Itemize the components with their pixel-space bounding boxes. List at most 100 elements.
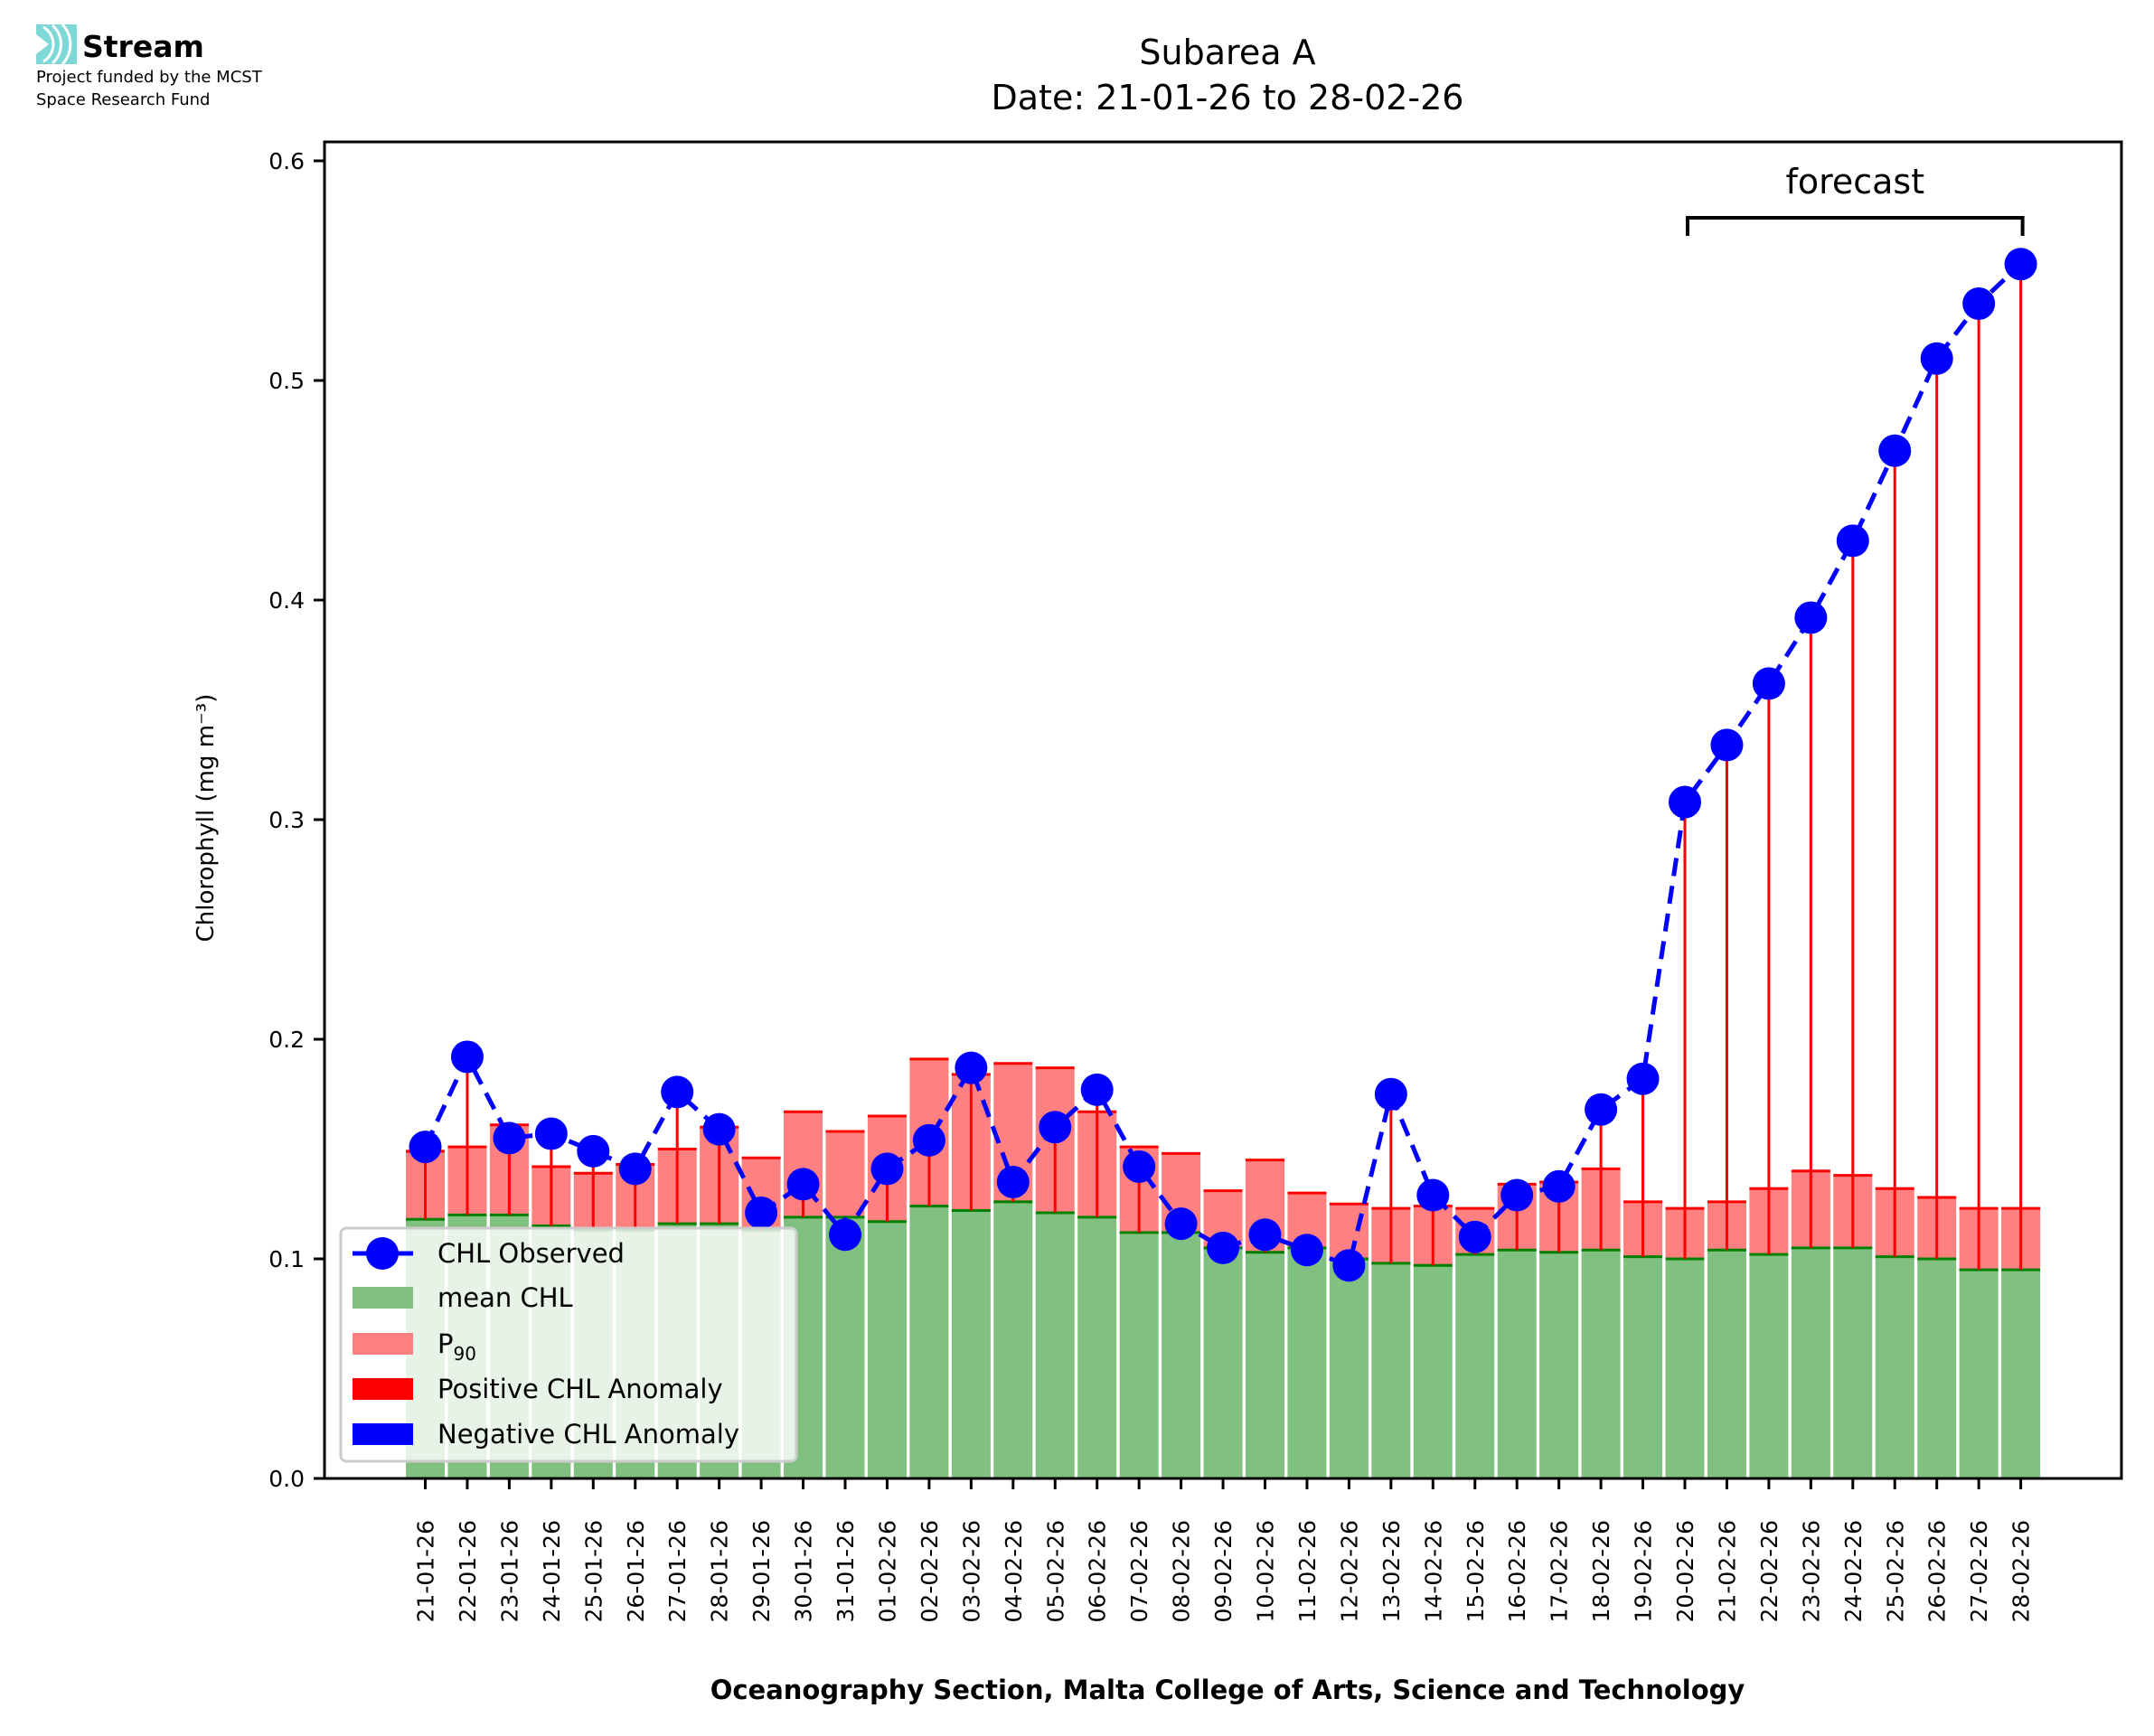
x-tick-label: 01-02-26 [874,1520,900,1622]
anomaly-layer [424,264,2023,1271]
mean-bar [1833,1247,1873,1478]
mean-bar [1791,1247,1830,1478]
observed-point [1669,785,1701,819]
x-tick-label: 28-02-26 [2008,1520,2035,1622]
legend-label-subscript: 90 [454,1343,476,1365]
observed-point [1164,1207,1198,1241]
observed-point [1626,1062,1660,1095]
legend-swatch-icon [353,1423,413,1445]
y-tick-label: 0.3 [268,807,305,833]
x-tick-label: 05-02-26 [1042,1520,1068,1622]
observed-point [912,1123,945,1157]
observed-point [618,1152,652,1186]
logo: Stream Project funded by the MCST Space … [36,23,263,109]
x-tick-label: 06-02-26 [1085,1520,1111,1622]
logo-funding-line1: Project funded by the MCST [36,68,263,87]
observed-point [1290,1234,1323,1267]
y-tick-label: 0.5 [268,368,305,394]
mean-bar [993,1201,1033,1478]
mean-bar [1749,1254,1789,1478]
mean-bar [1497,1250,1537,1478]
legend-marker-icon [366,1237,399,1270]
observed-point [955,1051,988,1084]
legend-item: mean CHL [353,1282,573,1313]
observed-point [996,1165,1030,1198]
mean-bar [1371,1262,1411,1478]
axes-layer: 0.0 0.1 0.2 0.3 0.4 0.5 0.6 21-01-26 22-01-26 23-… [268,140,2123,1622]
mean-bar [1203,1247,1243,1478]
x-tick-label: 03-02-26 [958,1520,984,1622]
mean-bar [1875,1256,1914,1478]
observed-point [1920,342,1953,375]
mean-bar [1959,1270,1999,1478]
mean-bar [1162,1232,1201,1478]
observed-point [661,1075,694,1109]
y-tick-label: 0.6 [268,148,305,174]
forecast-annotation: forecast [1686,162,2025,236]
legend-label: Positive CHL Anomaly [437,1374,723,1404]
x-tick-label: 04-02-26 [1001,1520,1027,1622]
x-tick-label: 25-02-26 [1882,1520,1908,1622]
observed-point [1710,728,1744,762]
chart-title-line1: Subarea A [1139,33,1315,72]
x-tick-label: 16-02-26 [1504,1520,1530,1622]
x-tick-label: 26-01-26 [623,1520,649,1622]
legend-label-text: P [437,1328,454,1359]
x-tick-label: 09-02-26 [1210,1520,1237,1622]
observed-point [1332,1249,1366,1282]
chart-title-line2: Date: 21-01-26 to 28-02-26 [992,78,1464,117]
x-tick-label: 08-02-26 [1169,1520,1195,1622]
x-tick-label: 26-02-26 [1924,1520,1951,1622]
legend-swatch-icon [353,1333,413,1355]
legend-box [339,1226,798,1463]
observed-point [534,1117,568,1150]
x-tick-label: 24-02-26 [1840,1520,1867,1622]
observed-point [1416,1178,1450,1212]
legend-item: Positive CHL Anomaly [353,1374,723,1404]
observed-point [1080,1073,1114,1106]
logo-name: Stream [82,29,204,64]
x-tick-label: 11-02-26 [1294,1520,1321,1622]
observed-point [829,1218,861,1252]
x-axis-label: Oceanography Section, Malta College of A… [710,1675,1745,1705]
mean-bar [1455,1254,1495,1478]
x-tick-label: 10-02-26 [1253,1520,1279,1622]
forecast-label: forecast [1785,162,1924,202]
observed-point [1248,1218,1282,1252]
mean-bar [867,1221,907,1478]
p90-bar [825,1131,865,1217]
x-tick-label: 21-02-26 [1714,1520,1740,1622]
x-tick-label: 30-01-26 [791,1520,817,1622]
y-tick-label: 0.4 [268,587,305,614]
y-tick-label: 0.1 [268,1246,305,1272]
x-tick-label: 24-01-26 [539,1520,565,1622]
x-tick-label: 22-02-26 [1756,1520,1782,1622]
x-tick-label: 20-02-26 [1672,1520,1698,1622]
observed-point [1752,667,1785,700]
observed-point [493,1121,526,1155]
bars-layer [406,1057,2041,1478]
observed-point [870,1152,904,1186]
observed-line [423,262,2023,1269]
mean-bar [1035,1212,1075,1478]
observed-point [1962,286,1996,320]
observed-line-layer [409,248,2037,1282]
x-tick-label: 21-01-26 [413,1520,439,1622]
legend-item: CHL Observed [353,1237,625,1270]
x-tick-label: 31-01-26 [832,1520,859,1622]
x-tick-label: 28-01-26 [707,1520,733,1622]
mean-bar [1287,1247,1327,1478]
observed-point [1039,1111,1072,1144]
observed-point [1542,1169,1576,1203]
observed-point [1585,1093,1618,1126]
mean-bar [2001,1270,2041,1478]
x-tick-label: 07-02-26 [1126,1520,1152,1622]
observed-point [1374,1077,1407,1111]
observed-point [450,1040,484,1074]
mean-bar [1119,1232,1159,1478]
y-tick-label: 0.0 [268,1466,305,1492]
mean-bar [1581,1250,1621,1478]
x-tick-label: 14-02-26 [1420,1520,1446,1622]
y-tick-label: 0.2 [268,1027,305,1053]
